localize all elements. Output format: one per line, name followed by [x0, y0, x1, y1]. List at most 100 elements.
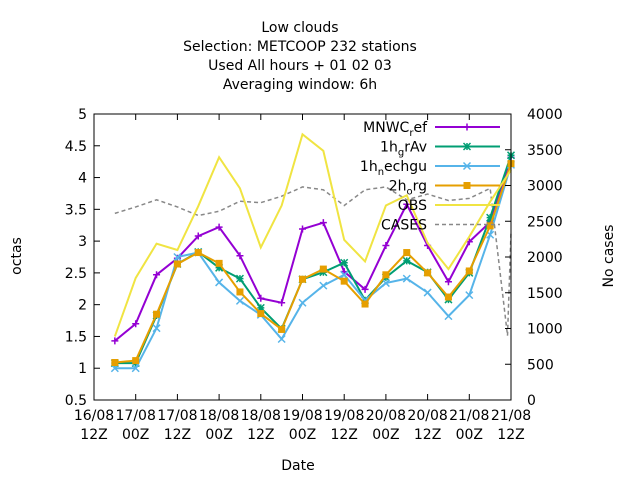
- y-tick-label-6: 3.5: [65, 202, 87, 218]
- data-point-3-5: [215, 259, 223, 267]
- legend-label-5: CASES: [381, 218, 427, 234]
- legend-label-1: 1hgrAv: [380, 140, 427, 159]
- x-tick-label-hour-2: 12Z: [164, 427, 191, 443]
- x-tick-label-date-0: 16/08: [74, 408, 114, 424]
- data-point-0-9: [299, 225, 306, 233]
- data-point-3-8: [278, 325, 286, 333]
- legend-marker-3: [463, 182, 471, 189]
- x-tick-label-hour-4: 12Z: [247, 427, 274, 443]
- data-point-3-16: [444, 293, 452, 301]
- data-point-1-11: [340, 258, 349, 267]
- data-point-3-3: [173, 260, 181, 268]
- data-point-2-9: [298, 298, 307, 307]
- x-tick-label-date-9: 21/08: [449, 408, 489, 424]
- x-tick-label-date-3: 18/08: [199, 408, 239, 424]
- x-tick-label-hour-6: 12Z: [330, 427, 357, 443]
- legend-marker-1: [462, 142, 472, 151]
- x-tick-label-hour-5: 00Z: [289, 427, 316, 443]
- data-point-2-13: [381, 279, 390, 288]
- data-point-0-5: [215, 223, 223, 231]
- y2-tick-label-6: 3000: [527, 179, 563, 195]
- data-point-0-12: [361, 285, 369, 293]
- chart-title: Low clouds Selection: METCOOP 232 station…: [183, 20, 417, 93]
- data-point-2-11: [340, 270, 349, 279]
- y-tick-label-5: 3: [78, 234, 87, 250]
- data-point-0-2: [153, 271, 161, 279]
- x-tick-label-date-6: 19/08: [324, 408, 364, 424]
- data-point-3-10: [319, 265, 327, 273]
- data-point-0-10: [319, 219, 327, 227]
- data-point-0-4: [194, 232, 202, 240]
- data-point-1-6: [235, 274, 244, 283]
- data-point-3-14: [403, 249, 411, 257]
- title-line-3: Used All hours + 01 02 03: [208, 58, 392, 74]
- data-point-2-17: [465, 291, 474, 300]
- data-point-3-15: [424, 269, 432, 277]
- data-point-2-8: [277, 334, 286, 344]
- data-point-1-5: [215, 263, 224, 272]
- data-point-2-16: [444, 312, 453, 321]
- plot-frame: [93, 113, 512, 401]
- y-tick-label-8: 4.5: [65, 139, 87, 155]
- data-point-3-4: [194, 249, 202, 257]
- x-tick-label-date-2: 17/08: [157, 408, 197, 424]
- y-tick-label-7: 4: [78, 171, 87, 187]
- data-point-0-13: [382, 242, 390, 250]
- data-point-3-7: [257, 310, 265, 318]
- data-point-3-0: [111, 359, 119, 367]
- y2-tick-label-1: 500: [527, 357, 554, 373]
- y2-tick-label-8: 4000: [527, 107, 563, 123]
- y2-tick-label-5: 2500: [527, 214, 563, 230]
- data-point-0-14: [403, 200, 411, 208]
- y-tick-label-1: 1: [78, 361, 87, 377]
- data-point-3-9: [299, 275, 306, 283]
- x-tick-label-date-8: 20/08: [407, 408, 447, 424]
- legend-label-2: 1hnechgu: [360, 159, 427, 178]
- x-tick-label-date-1: 17/08: [116, 408, 156, 424]
- series-line-4: [113, 132, 512, 337]
- data-point-0-0: [111, 337, 119, 345]
- data-point-3-6: [236, 288, 244, 296]
- title-line-1: Low clouds: [261, 20, 338, 36]
- title-line-4: Averaging window: 6h: [223, 77, 377, 93]
- data-point-3-2: [153, 310, 161, 318]
- data-point-0-6: [236, 252, 244, 260]
- data-point-2-10: [319, 281, 328, 290]
- legend-marker-0: [463, 123, 471, 131]
- data-point-2-2: [152, 324, 161, 333]
- data-point-1-7: [256, 303, 265, 312]
- data-point-3-17: [465, 267, 473, 275]
- x-tick-label-hour-0: 12Z: [80, 427, 107, 443]
- data-point-2-6: [235, 296, 244, 305]
- y2-axis-label: No cases: [601, 225, 617, 288]
- plot-border: [93, 113, 512, 401]
- data-point-0-8: [278, 299, 286, 307]
- data-point-0-1: [132, 320, 140, 328]
- y-tick-label-9: 5: [78, 107, 87, 123]
- x-tick-label-hour-7: 00Z: [372, 427, 399, 443]
- x-tick-label-hour-3: 00Z: [205, 427, 232, 443]
- series-line-cases: [114, 186, 512, 336]
- x-tick-label-hour-10: 12Z: [497, 427, 524, 443]
- legend-label-4: OBS: [398, 198, 427, 214]
- legend-label-0: MNWCref: [363, 120, 428, 139]
- data-point-2-15: [423, 288, 432, 297]
- x-axis-label: Date: [281, 458, 314, 474]
- data-point-0-7: [257, 294, 265, 302]
- data-point-0-16: [444, 278, 452, 286]
- y-tick-label-2: 1.5: [65, 329, 87, 345]
- data-point-1-18: [486, 213, 495, 222]
- legend-marker-2: [462, 161, 472, 171]
- y-tick-label-0: 0.5: [65, 393, 87, 409]
- y2-tick-label-7: 3500: [527, 143, 563, 159]
- data-point-2-5: [215, 278, 224, 287]
- y2-tick-label-2: 1000: [527, 322, 563, 338]
- axis-ticks: 0.5 1 1.5 2 2.5 3 3.5 4 4.5 5 0 500 1000 1500 2000 2500…: [65, 107, 563, 443]
- plot-series: [110, 132, 516, 373]
- title-line-2: Selection: METCOOP 232 stations: [183, 39, 417, 55]
- x-tick-label-hour-8: 12Z: [414, 427, 441, 443]
- legend-label-3: 2horg: [389, 179, 427, 198]
